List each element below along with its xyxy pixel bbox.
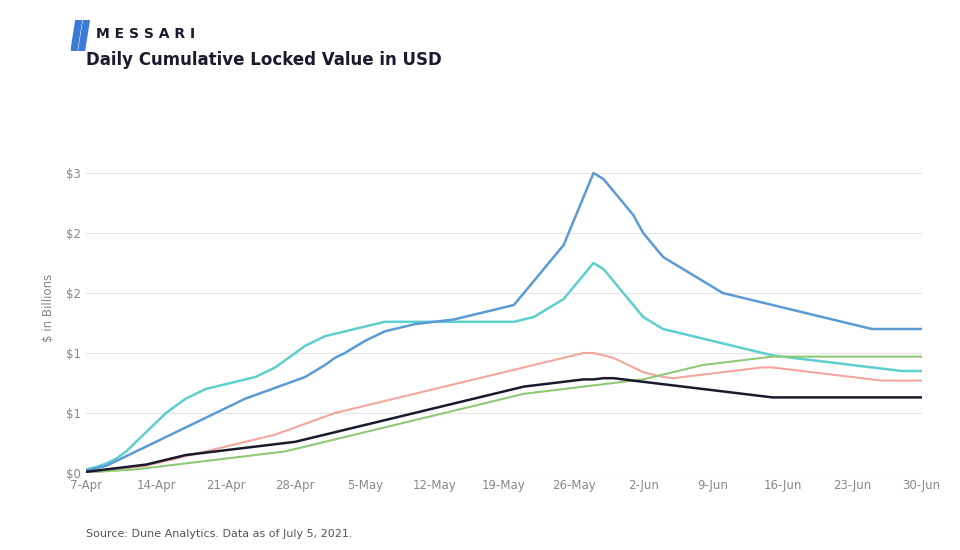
- Line: WBTC: WBTC: [86, 263, 922, 469]
- AAVE: [916, 394, 927, 401]
- USDC: [329, 355, 341, 361]
- USDT: [339, 408, 350, 414]
- Line: AAVE: AAVE: [86, 378, 922, 472]
- DAI: [220, 455, 231, 462]
- WBTC: [369, 321, 380, 327]
- Text: Daily Cumulative Locked Value in USD: Daily Cumulative Locked Value in USD: [86, 51, 443, 69]
- DAI: [369, 426, 380, 433]
- DAI: [339, 434, 350, 441]
- USDC: [339, 350, 350, 356]
- USDT: [498, 369, 510, 376]
- DAI: [876, 353, 888, 360]
- DAI: [81, 469, 92, 476]
- USDT: [81, 469, 92, 476]
- USDT: [329, 410, 341, 416]
- AAVE: [598, 375, 610, 382]
- WBTC: [339, 328, 350, 335]
- DAI: [498, 395, 510, 402]
- USDT: [916, 377, 927, 384]
- USDC: [81, 468, 92, 474]
- DAI: [916, 353, 927, 360]
- AAVE: [220, 447, 231, 454]
- USDC: [220, 405, 231, 411]
- USDC: [876, 326, 888, 332]
- USDC: [498, 304, 510, 311]
- Legend: AAVE, DAI, USDC, USDT, WBTC: AAVE, DAI, USDC, USDT, WBTC: [304, 545, 704, 550]
- WBTC: [588, 260, 599, 266]
- Polygon shape: [79, 20, 89, 51]
- WBTC: [916, 368, 927, 375]
- WBTC: [220, 381, 231, 388]
- Line: DAI: DAI: [86, 356, 922, 472]
- USDT: [220, 443, 231, 450]
- Polygon shape: [71, 20, 82, 51]
- AAVE: [369, 419, 380, 426]
- AAVE: [81, 469, 92, 475]
- AAVE: [329, 429, 341, 436]
- Text: Source: Dune Analytics. Data as of July 5, 2021.: Source: Dune Analytics. Data as of July …: [86, 529, 353, 539]
- USDT: [876, 377, 888, 384]
- DAI: [329, 436, 341, 443]
- Text: M E S S A R I: M E S S A R I: [96, 27, 195, 41]
- USDC: [369, 333, 380, 339]
- Line: USDT: USDT: [86, 353, 922, 472]
- Y-axis label: $ in Billions: $ in Billions: [41, 274, 55, 342]
- USDC: [588, 170, 599, 177]
- DAI: [767, 353, 779, 360]
- AAVE: [876, 394, 888, 401]
- WBTC: [876, 365, 888, 372]
- Line: USDC: USDC: [86, 173, 922, 471]
- USDT: [578, 350, 589, 356]
- WBTC: [329, 331, 341, 337]
- AAVE: [339, 426, 350, 433]
- WBTC: [498, 318, 510, 325]
- USDC: [916, 326, 927, 332]
- USDT: [369, 400, 380, 406]
- WBTC: [81, 466, 92, 472]
- AAVE: [498, 388, 510, 395]
